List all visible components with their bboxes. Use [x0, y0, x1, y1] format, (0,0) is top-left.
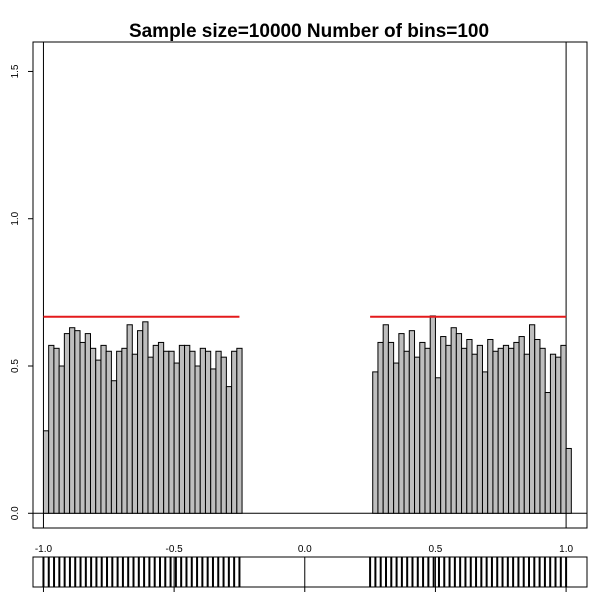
histogram-bar [403, 350, 410, 514]
histogram-bar [110, 380, 118, 514]
histogram-bar [79, 341, 86, 514]
histogram-bar [89, 347, 97, 514]
histogram-bar [513, 341, 520, 514]
histogram-bar [565, 447, 572, 514]
x-tick-label: -0.5 [165, 544, 183, 555]
histogram-bar [74, 330, 81, 514]
histogram-bar [152, 344, 159, 514]
histogram-bar [398, 333, 405, 514]
histogram-bar [481, 371, 489, 514]
histogram-bar [382, 324, 389, 514]
histogram-bar [445, 344, 452, 514]
histogram-bar [455, 333, 463, 514]
histogram-bar [168, 350, 175, 514]
histogram-bar [204, 350, 212, 514]
histogram-bar [434, 377, 442, 514]
histogram-bar [100, 344, 107, 514]
histogram-bar [539, 347, 546, 514]
histogram-bar [84, 333, 91, 514]
histogram-bar [508, 347, 515, 514]
y-tick-label: 0.0 [10, 506, 21, 520]
y-tick-label: 1.5 [10, 64, 21, 78]
x-tick-label: 0.5 [428, 544, 442, 555]
histogram-bar [419, 341, 426, 514]
histogram-bar [450, 327, 457, 514]
histogram-bar [126, 324, 133, 514]
histogram-bar [236, 347, 243, 514]
histogram-bar [560, 344, 567, 514]
histogram-bar [487, 338, 494, 514]
histogram-bar [372, 371, 379, 514]
rug-frame [32, 556, 588, 588]
histogram-bar [137, 330, 144, 514]
histogram-bar [220, 356, 227, 514]
histogram-bar [131, 353, 139, 514]
histogram-bar [429, 315, 436, 514]
histogram-bar [492, 350, 499, 514]
histogram-bar [461, 347, 468, 514]
histogram-bar [544, 392, 551, 514]
histogram-bar [225, 386, 233, 514]
histogram-bar [48, 344, 55, 514]
histogram-bar [63, 333, 71, 514]
x-tick-label: -1.0 [35, 544, 53, 555]
histogram-bar [194, 365, 201, 514]
chart-title: Sample size=10000 Number of bins=100 [129, 21, 489, 42]
histogram-bar [471, 353, 478, 514]
histogram-bar [184, 344, 191, 514]
histogram-bar [549, 353, 557, 514]
histogram-bar [53, 347, 60, 514]
histogram-bar [534, 338, 541, 514]
y-tick-label: 1.0 [10, 211, 21, 225]
histogram-bar [387, 341, 395, 514]
histogram-bar [210, 368, 217, 514]
histogram-bar [69, 327, 76, 514]
histogram-bar [466, 338, 473, 514]
histogram-bar [147, 356, 154, 514]
histogram-bar [502, 344, 510, 514]
histogram-bar [523, 353, 531, 514]
histogram-bar [121, 347, 128, 514]
histogram-bar [518, 336, 525, 514]
histogram-bar [440, 336, 447, 514]
histogram-bar [199, 347, 206, 514]
histogram-bar [414, 356, 421, 514]
x-tick-label: 0.0 [298, 544, 312, 555]
histogram-bar [497, 347, 504, 514]
histogram-bar [377, 341, 384, 514]
histogram-bar [142, 321, 149, 514]
histogram-bar [173, 362, 180, 514]
histogram-bar [231, 350, 238, 514]
histogram-bar [189, 350, 196, 514]
histogram-bar [393, 362, 400, 514]
histogram-bar [116, 350, 123, 514]
histogram-bar [178, 344, 186, 514]
histogram-bar [408, 330, 416, 514]
histogram-bar [95, 359, 102, 514]
x-tick-label: 1.0 [559, 544, 573, 555]
histogram-bar [105, 350, 112, 514]
histogram-bar [163, 350, 170, 514]
rug-strip [32, 556, 588, 592]
histogram-bar [529, 324, 536, 514]
histogram-bar [157, 341, 165, 514]
plot-area: 0.0 0.5 1.0 1.5 -1.0 -0.5 0.0 0.5 1.0 [10, 41, 588, 555]
histogram-bar [58, 365, 65, 514]
histogram-bar [215, 350, 222, 514]
y-tick-label: 0.5 [10, 359, 21, 373]
histogram-bar [42, 430, 50, 514]
histogram-bar [555, 356, 562, 514]
histogram-bar [476, 344, 483, 514]
histogram-bar [424, 347, 431, 514]
